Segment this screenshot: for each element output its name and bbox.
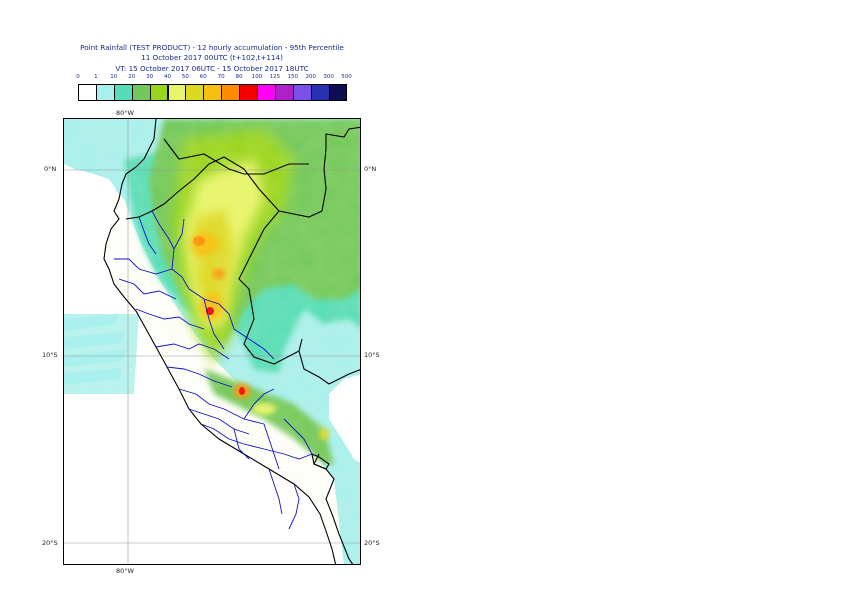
bottom-longitude-label: 80°W [116, 567, 134, 575]
lat-label-left-20s: 20°S [42, 539, 58, 547]
regional-borders [114, 210, 313, 530]
east-clear-area [329, 374, 360, 463]
legend-threshold-label: 0 [76, 74, 80, 80]
legend-threshold-label: 20 [128, 74, 136, 80]
legend-threshold-label: 80 [235, 74, 243, 80]
legend-color-swatch [310, 84, 330, 101]
rainfall-map [63, 118, 361, 565]
legend-threshold-label: 125 [269, 74, 281, 80]
lat-label-right-20s: 20°S [364, 539, 380, 547]
lat-label-left-10s: 10°S [42, 351, 58, 359]
west-streaks [64, 314, 126, 385]
legend-color-swatch [239, 84, 258, 101]
top-longitude-label: 80°W [116, 109, 134, 117]
run-time-line: 11 October 2017 00UTC (t+102,t+114) [141, 53, 283, 62]
ecuador-colombia-border [163, 138, 309, 175]
lat-label-right-0: 0°N [364, 165, 377, 173]
legend-color-swatch [167, 84, 187, 101]
legend-threshold-label: 40 [164, 74, 171, 80]
legend-color-swatch [185, 84, 205, 101]
lat-label-left-0: 0°N [44, 165, 57, 173]
peru-brazil-border [238, 210, 303, 365]
legend-threshold-label: 150 [287, 74, 299, 80]
legend-color-swatch [221, 84, 241, 101]
legend-color-swatch [203, 84, 223, 101]
legend-color-swatch [292, 84, 312, 101]
legend-color-swatch [149, 84, 169, 101]
peru-colombia-border [321, 126, 360, 212]
map-svg [64, 119, 360, 564]
peru-bolivia-border [298, 350, 360, 385]
graticule [64, 119, 360, 564]
lat-label-right-10s: 10°S [364, 351, 380, 359]
legend-threshold-label: 200 [305, 74, 316, 80]
legend-color-swatch [95, 84, 115, 101]
legend-color-swatch [131, 84, 151, 101]
valid-time-line: VT: 15 October 2017 06UTC - 15 October 2… [115, 64, 309, 73]
legend-threshold-label: 60 [199, 74, 207, 80]
legend-color-swatch [113, 84, 133, 101]
chart-title: Point Rainfall (TEST PRODUCT) - 12 hourl… [80, 43, 344, 52]
ocean-mask [64, 164, 339, 564]
legend-threshold-label: 10 [110, 74, 118, 80]
legend-threshold-label: 100 [251, 74, 263, 80]
legend-threshold-label: 50 [181, 74, 189, 80]
legend-color-swatch [257, 84, 276, 101]
legend-threshold-label: 300 [323, 74, 334, 80]
legend-threshold-label: 1 [94, 74, 98, 80]
legend-color-swatch [328, 84, 348, 101]
titicaca-region [311, 453, 330, 470]
legend-color-swatch [274, 84, 294, 101]
legend-threshold-label: 70 [217, 74, 225, 80]
legend-threshold-label: 30 [146, 74, 154, 80]
legend-color-swatch [78, 84, 97, 101]
legend-threshold-label: 500 [341, 74, 352, 80]
